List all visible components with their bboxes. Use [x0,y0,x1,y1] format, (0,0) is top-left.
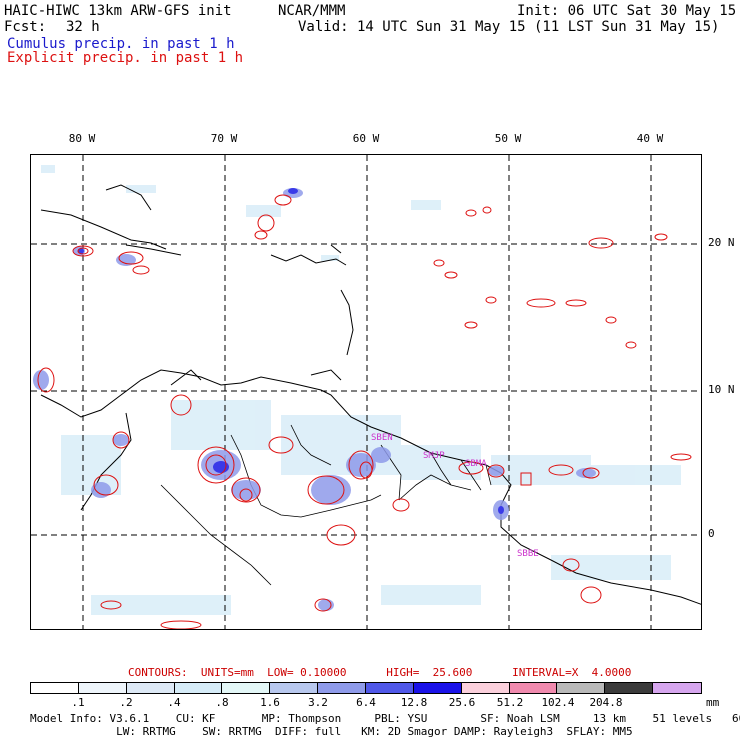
lon-label-70w: 70 W [210,132,238,145]
station-label-sben: SBEN [371,433,393,443]
org-label: NCAR/MMM [278,3,346,19]
colorbar-tick-label: .1 [71,696,85,709]
lon-label-50w: 50 W [494,132,522,145]
colorbar-units: mm [706,696,720,709]
map-canvas [31,155,701,629]
colorbar-cell [509,683,558,693]
colorbar-cell [413,683,462,693]
colorbar-tick-label: 1.6 [260,696,280,709]
colorbar-tick-label: 51.2 [496,696,524,709]
colorbar-tick-label: 204.8 [589,696,623,709]
contour-info: CONTOURS: UNITS=mm LOW= 0.10000 HIGH= 25… [128,666,632,679]
colorbar-tick-label: .2 [119,696,133,709]
forecast-label: Fcst: [4,19,47,35]
light-precip-areas [41,165,681,615]
lat-label-10n: 10 N [708,383,735,396]
explicit-legend: Explicit precip. in past 1 h [7,50,244,66]
country-borders [160,424,492,586]
cumulus-legend: Cumulus precip. in past 1 h [7,36,235,52]
colorbar-cell [78,683,127,693]
colorbar-tick-label: 3.2 [308,696,328,709]
model-title: HAIC-HIWC 13km ARW-GFS init [4,3,232,19]
colorbar-cell [605,683,654,693]
station-label-smjp: SMJP [423,451,445,461]
colorbar-tick-label: 25.6 [448,696,476,709]
colorbar-cell [557,683,606,693]
precip-map: SBEN SMJP SBMA SBBE [30,154,702,630]
colorbar [30,682,702,694]
cumulus-precip [33,188,596,611]
station-label-sbbe: SBBE [517,549,539,559]
station-label-sbma: SBMA [465,459,487,469]
colorbar-cell [653,683,702,693]
colorbar-tick-label: .4 [167,696,181,709]
lon-label-80w: 80 W [68,132,96,145]
colorbar-cell [270,683,319,693]
colorbar-tick-label: 102.4 [541,696,575,709]
model-info-line1: Model Info: V3.6.1 CU: KF MP: Thompson P… [30,712,740,725]
colorbar-tick-label: 6.4 [356,696,376,709]
lon-label-40w: 40 W [636,132,664,145]
colorbar-cell [174,683,223,693]
colorbar-tick-label: 12.8 [400,696,428,709]
lon-label-60w: 60 W [352,132,380,145]
colorbar-cell [31,683,79,693]
colorbar-cell [318,683,367,693]
lat-label-0: 0 [708,527,715,540]
coastlines [40,184,701,605]
colorbar-tick-label: .8 [215,696,229,709]
model-info-line2: LW: RRTMG SW: RRTMG DIFF: full KM: 2D Sm… [30,725,633,738]
valid-time: Valid: 14 UTC Sun 31 May 15 (11 LST Sun … [298,19,720,35]
lat-lon-grid [31,155,701,629]
colorbar-cell [222,683,271,693]
colorbar-cell [366,683,414,693]
lat-label-20n: 20 N [708,236,735,249]
colorbar-cell [126,683,175,693]
forecast-hour: 32 h [66,19,100,35]
init-time: Init: 06 UTC Sat 30 May 15 [517,3,737,19]
explicit-precip-contours [37,194,692,629]
colorbar-cell [461,683,510,693]
